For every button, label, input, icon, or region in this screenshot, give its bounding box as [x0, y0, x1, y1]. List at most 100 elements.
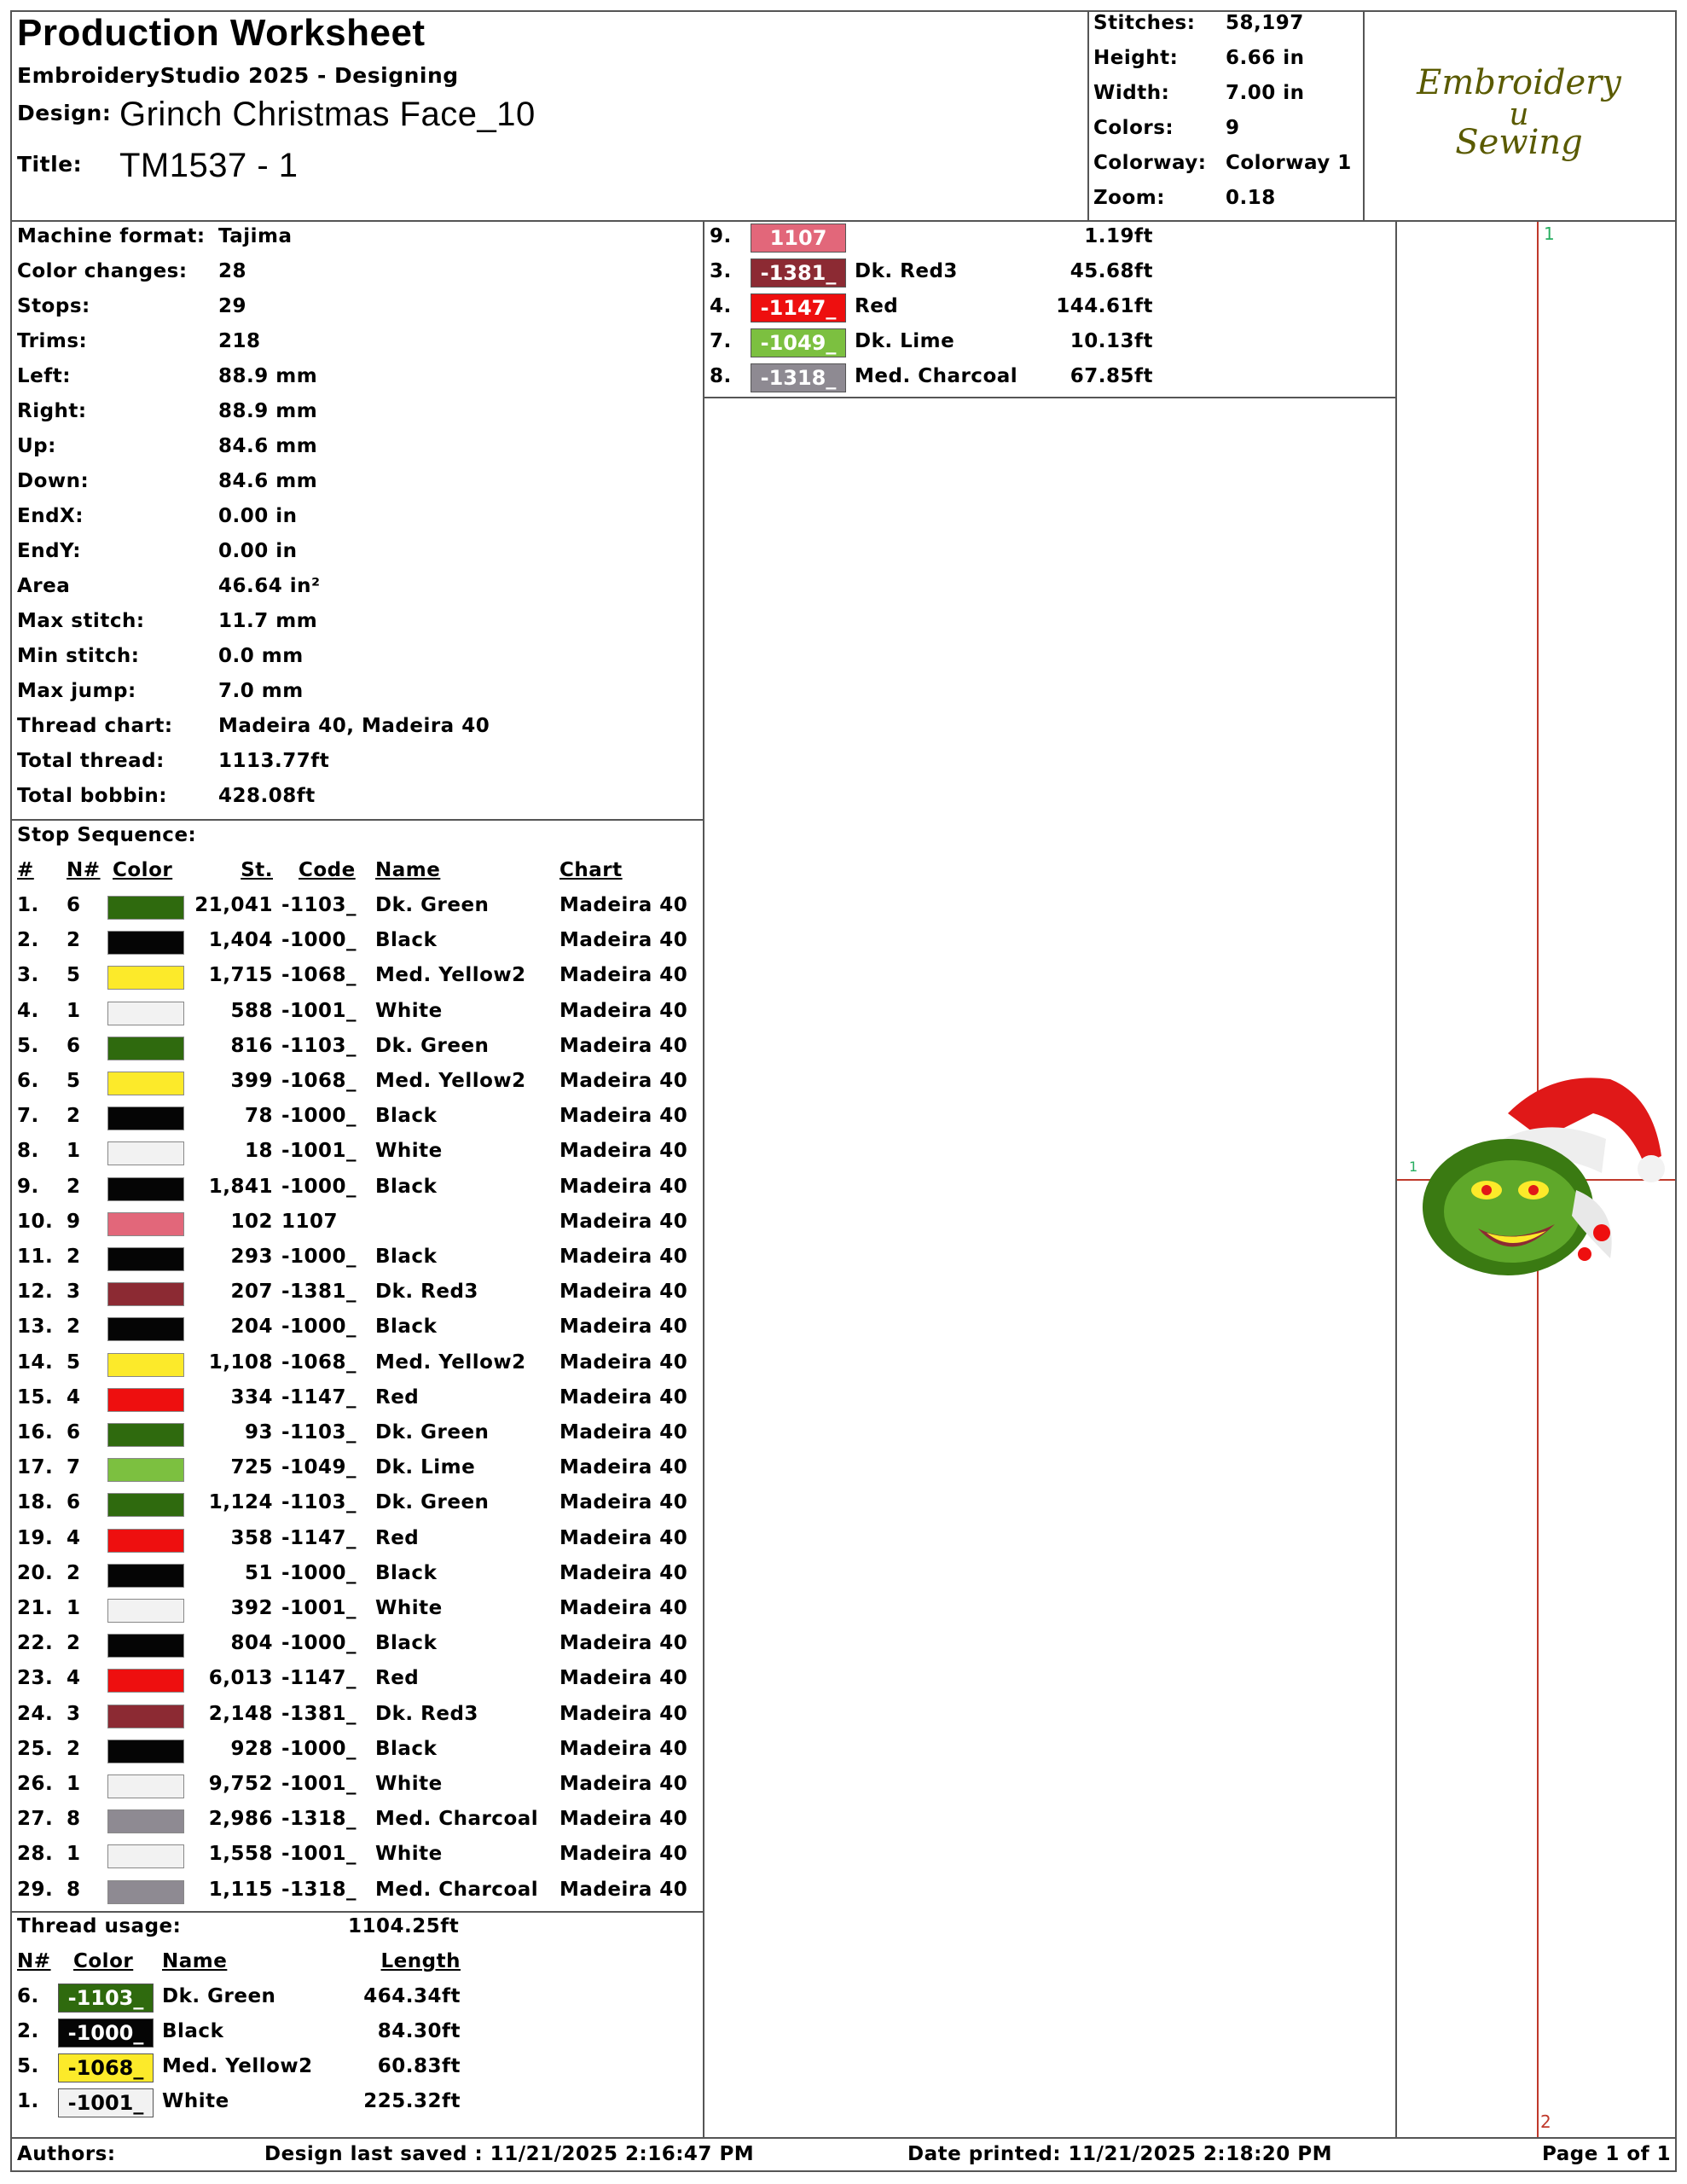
machine-label: Total bobbin:: [17, 785, 167, 807]
stop-row-needle: 6: [67, 894, 81, 916]
thread-row-length: 67.85ft: [1070, 365, 1153, 387]
stop-row-chart: Madeira 40: [559, 1773, 688, 1795]
machine-value: 29: [218, 295, 247, 317]
stop-row-number: 19.: [17, 1526, 54, 1549]
stop-row-needle: 3: [67, 1702, 81, 1725]
stop-row-chart: Madeira 40: [559, 1175, 688, 1198]
summary-value: Colorway 1: [1226, 152, 1352, 174]
summary-label: Height:: [1093, 47, 1179, 69]
stop-row-number: 11.: [17, 1246, 54, 1268]
stop-row-color-swatch: [107, 1247, 184, 1271]
stop-row-chart: Madeira 40: [559, 1667, 688, 1690]
stop-row-number: 21.: [17, 1597, 54, 1619]
machine-value: 84.6 mm: [218, 470, 318, 492]
stop-row-color-swatch: [107, 1879, 184, 1904]
stop-row-color-swatch: [107, 966, 184, 990]
stop-row-color-swatch: [107, 1844, 184, 1869]
stop-row-chart: Madeira 40: [559, 1140, 688, 1163]
design-label: Design:: [17, 101, 112, 125]
thread-row-color-chip: -1381_: [751, 258, 846, 288]
summary-value: 58,197: [1226, 12, 1304, 34]
stop-row-code: -1000_: [281, 1105, 357, 1128]
stop-row-chart: Madeira 40: [559, 1281, 688, 1304]
stop-row-name: White: [375, 1773, 443, 1795]
stop-column-header: #: [17, 859, 34, 881]
stop-column-header: Chart: [559, 859, 623, 881]
stop-row-color-swatch: [107, 1458, 184, 1483]
stop-row-stitches: 358: [230, 1526, 273, 1549]
stop-row-name: Red: [375, 1667, 420, 1690]
stop-column-header: Color: [113, 859, 173, 881]
stop-row-code: -1000_: [281, 1246, 357, 1268]
stop-row-color-swatch: [107, 1739, 184, 1763]
stop-row-number: 4.: [17, 999, 39, 1022]
design-value: Grinch Christmas Face_10: [119, 96, 536, 133]
stop-row-code: -1000_: [281, 1561, 357, 1584]
stop-row-name: Dk. Green: [375, 1034, 490, 1057]
stop-row-stitches: 725: [230, 1456, 273, 1479]
footer-authors: Authors:: [17, 2143, 116, 2165]
machine-label: Up:: [17, 435, 56, 457]
thread-row-needle: 7.: [710, 330, 732, 352]
stop-row-code: -1147_: [281, 1526, 357, 1549]
stop-row-needle: 4: [67, 1385, 81, 1409]
stop-row-name: Red: [375, 1526, 420, 1549]
stop-row-chart: Madeira 40: [559, 1385, 688, 1409]
stop-row-color-swatch: [107, 1352, 184, 1377]
machine-label: Right:: [17, 400, 87, 422]
stop-row-chart: Madeira 40: [559, 1526, 688, 1549]
stop-row-code: -1001_: [281, 1773, 357, 1795]
title-label: Title:: [17, 152, 83, 177]
machine-value: 84.6 mm: [218, 435, 318, 457]
stop-row-number: 14.: [17, 1350, 54, 1374]
stop-row-stitches: 1,558: [208, 1843, 273, 1866]
stop-row-stitches: 293: [230, 1246, 273, 1268]
thread-row-name: Red: [855, 295, 899, 317]
stop-row-code: -1001_: [281, 999, 357, 1022]
stop-row-code: -1318_: [281, 1808, 357, 1831]
stop-row-needle: 4: [67, 1526, 81, 1549]
stop-row-stitches: 1,715: [208, 964, 273, 987]
stop-row-needle: 2: [67, 1561, 81, 1584]
thread-row-name: Med. Yellow2: [162, 2055, 313, 2077]
stop-row-color-swatch: [107, 1809, 184, 1834]
stop-row-code: -1000_: [281, 1632, 357, 1655]
stop-row-color-swatch: [107, 1634, 184, 1658]
stop-row-code: -1000_: [281, 1737, 357, 1760]
stop-row-stitches: 204: [230, 1316, 273, 1339]
thread-row-name: Med. Charcoal: [855, 365, 1018, 387]
stop-row-needle: 2: [67, 1632, 81, 1655]
stop-row-stitches: 93: [244, 1421, 273, 1443]
thread-row-color-chip: -1147_: [751, 293, 846, 322]
thread-row-name: Dk. Red3: [855, 260, 958, 282]
stop-row-chart: Madeira 40: [559, 1456, 688, 1479]
stop-row-number: 25.: [17, 1737, 54, 1760]
stop-column-header: Code: [299, 859, 356, 881]
stop-row-color-swatch: [107, 1774, 184, 1798]
logo: Embroidery u Sewing: [1365, 12, 1673, 220]
stop-row-color-swatch: [107, 1282, 184, 1307]
stop-row-needle: 6: [67, 1421, 81, 1443]
machine-value: 0.0 mm: [218, 645, 304, 667]
stop-row-chart: Madeira 40: [559, 929, 688, 952]
preview-marker-bottom: 2: [1540, 2111, 1551, 2132]
stop-row-code: -1001_: [281, 1843, 357, 1866]
stop-row-number: 8.: [17, 1140, 39, 1163]
stop-row-color-swatch: [107, 1599, 184, 1623]
stop-row-number: 5.: [17, 1034, 39, 1057]
thread-row-length: 225.32ft: [363, 2090, 461, 2112]
stop-row-chart: Madeira 40: [559, 1034, 688, 1057]
thread-row-color-chip: -1001_: [58, 2088, 154, 2117]
stop-row-stitches: 18: [244, 1140, 273, 1163]
stop-row-number: 27.: [17, 1808, 54, 1831]
machine-value: Tajima: [218, 225, 293, 247]
stop-row-name: Med. Charcoal: [375, 1808, 539, 1831]
stop-row-code: -1049_: [281, 1456, 357, 1479]
stop-row-chart: Madeira 40: [559, 1843, 688, 1866]
stop-row-number: 10.: [17, 1210, 54, 1233]
stop-row-stitches: 6,013: [208, 1667, 273, 1690]
preview-marker-top: 1: [1544, 224, 1555, 244]
stop-row-chart: Madeira 40: [559, 1246, 688, 1268]
stop-row-name: Dk. Red3: [375, 1702, 478, 1725]
stop-row-number: 22.: [17, 1632, 54, 1655]
